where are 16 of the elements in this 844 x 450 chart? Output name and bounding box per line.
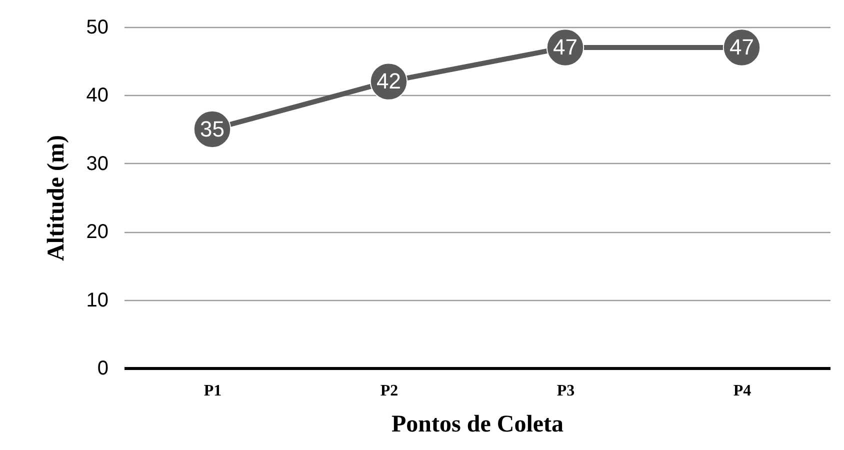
data-label: 47 xyxy=(730,34,754,60)
y-tick-label: 40 xyxy=(86,84,108,107)
x-tick-label: P1 xyxy=(204,382,222,400)
data-label: 35 xyxy=(200,116,224,142)
y-axis-title: Altitude (m) xyxy=(43,135,70,261)
y-tick-label: 20 xyxy=(86,221,108,244)
x-tick-label: P4 xyxy=(733,382,752,400)
y-tick-label: 30 xyxy=(86,152,108,175)
y-tick-label: 10 xyxy=(86,289,108,312)
x-tick-label: P3 xyxy=(556,382,575,400)
data-label: 42 xyxy=(376,68,401,94)
data-label: 47 xyxy=(553,34,578,60)
y-tick-label: 50 xyxy=(86,16,108,38)
x-axis-title: Pontos de Coleta xyxy=(392,412,564,438)
x-tick-label: P2 xyxy=(380,382,398,400)
y-tick-label: 0 xyxy=(97,358,108,380)
